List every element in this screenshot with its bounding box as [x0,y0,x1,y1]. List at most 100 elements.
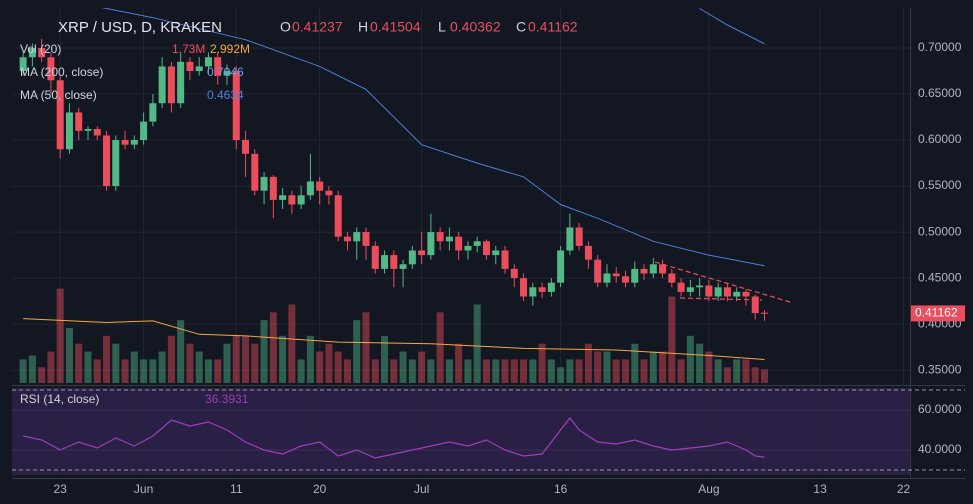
volume-bar [167,335,175,383]
candle-body [696,285,704,288]
volume-bar [668,296,676,383]
candle-body [56,80,64,150]
candle-body [659,264,667,274]
rsi-name: RSI (14, close) [20,392,99,406]
candle-body [529,287,537,297]
candle-body [751,296,759,314]
volume-bar [399,351,407,383]
ohlc-value: 0.41162 [528,19,578,35]
ohlc-label: O [280,19,291,35]
candle-body [408,250,416,265]
x-tick-label: Aug [698,482,719,496]
volume-bar [75,343,83,383]
volume-bar [538,343,546,383]
ohlc-value: 0.41237 [292,19,343,35]
x-tick-label: Jun [134,482,153,496]
volume-bar [501,359,509,383]
volume-ma-line [23,318,765,360]
volume-bar [418,351,426,383]
volume-bar [47,351,55,383]
candle-body [343,236,351,242]
volume-bar [103,335,111,383]
candle-body [177,61,185,104]
grid [12,8,910,475]
candle-body [297,195,305,205]
chart-title: XRP / USD, D, KRAKEN [58,19,222,36]
volume-bar [158,351,166,383]
x-tick-label: 20 [313,482,327,496]
volume-bar [121,359,129,383]
y-tick-label: 0.65000 [918,86,962,100]
x-tick-label: 23 [54,482,68,496]
rsi-value: 36.3931 [205,392,249,406]
candle-body [242,140,250,154]
volume-bar [93,359,101,383]
candle-body [75,112,83,131]
candle-body [520,278,528,297]
candle-body [279,195,287,200]
candle-body [566,227,574,251]
x-tick-label: 16 [554,482,568,496]
volume-bar [723,367,731,383]
y-tick-label: 0.50000 [918,224,962,238]
candle-body [130,140,138,145]
candle-body [251,153,259,191]
candle-body [584,245,592,260]
candle-body [612,273,620,277]
ma-value: 0.7046 [207,65,244,79]
candle-body [38,48,46,58]
volume-label: 1.73M [172,42,205,56]
volume-bar [547,359,555,383]
candle-body [631,268,639,283]
volume-bar [65,328,73,383]
candle-body [677,282,685,292]
candle-body [84,129,92,131]
ma-line [101,8,765,267]
candle-body [260,176,268,191]
candle-body [93,129,101,136]
volume-bar [640,359,648,383]
volume-bar [242,335,250,383]
volume-bar [204,359,212,383]
ohlc-value: 0.40362 [450,19,501,35]
volume-bar [705,351,713,383]
candle-body [325,190,333,196]
ma-line [699,8,765,45]
volume-bar [223,343,231,383]
volume-bar [557,367,565,383]
volume-bar [761,369,769,383]
volume-bar [19,359,27,383]
candle-body [214,57,222,76]
y-tick-label: 40.0000 [918,442,962,456]
candle-body [733,291,741,297]
volume-bar [334,351,342,383]
candle-body [723,287,731,297]
candle-body [288,195,296,205]
volume-bar [436,312,444,383]
x-tick-label: 11 [230,482,243,496]
volume-bar [56,288,64,383]
candle-body [621,276,629,283]
volume-bar [269,312,277,383]
volume-bar [482,359,490,383]
candle-body [149,103,157,122]
volume-bar [445,359,453,383]
volume-bar [686,335,694,383]
ohlc-value: 0.41504 [370,19,421,35]
volume-bar [584,343,592,383]
candle-body [19,57,27,72]
volume-bar [195,351,203,383]
volume-bar [177,320,185,383]
volume-bar [733,359,741,383]
candle-body [232,71,240,141]
volume-bar [677,359,685,383]
volume-bar [381,335,389,383]
ma-value: 0.4634 [207,88,244,102]
candle-body [427,232,435,256]
candle-body [473,241,481,246]
volume-bar [260,320,268,383]
volume-bar [306,335,314,383]
candle-body [353,232,361,242]
volume-bar [214,359,222,383]
